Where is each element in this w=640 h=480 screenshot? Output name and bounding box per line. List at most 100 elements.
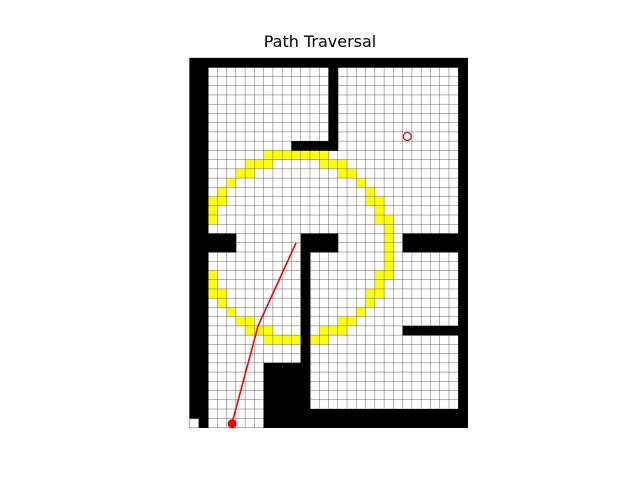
wall-cell	[189, 104, 200, 114]
wall-cell	[263, 362, 274, 373]
wall-cell	[189, 224, 200, 234]
coverage-cell	[365, 288, 376, 299]
wall-cell	[189, 141, 200, 151]
wall-cell	[282, 58, 292, 68]
wall-cell	[300, 418, 311, 428]
wall-cell	[421, 418, 431, 428]
coverage-cell	[208, 215, 218, 225]
wall-cell	[365, 58, 376, 68]
wall-cell	[189, 270, 200, 281]
wall-cell	[198, 261, 209, 271]
wall-cell	[226, 58, 237, 68]
wall-cell	[263, 418, 274, 428]
wall-cell	[439, 418, 450, 428]
wall-cell	[198, 178, 209, 188]
wall-cell	[458, 298, 468, 308]
wall-cell	[458, 233, 468, 244]
wall-cell	[217, 233, 227, 244]
wall-cell	[458, 141, 468, 151]
wall-cell	[198, 418, 209, 428]
wall-cell	[328, 131, 339, 142]
wall-cell	[374, 58, 385, 68]
wall-cell	[198, 325, 209, 336]
wall-cell	[198, 362, 209, 373]
wall-cell	[319, 58, 329, 68]
wall-cell	[189, 85, 200, 96]
wall-cell	[198, 279, 209, 290]
coverage-cell	[282, 335, 292, 345]
wall-cell	[458, 122, 468, 133]
wall-cell	[328, 76, 339, 87]
wall-cell	[458, 85, 468, 96]
coverage-cell	[319, 159, 329, 170]
coverage-cell	[319, 150, 329, 160]
wall-cell	[458, 67, 468, 77]
wall-cell	[458, 150, 468, 161]
wall-cell	[430, 325, 441, 336]
wall-cell	[291, 372, 302, 382]
wall-cell	[458, 159, 468, 170]
wall-cell	[458, 178, 468, 188]
coverage-cell	[263, 325, 274, 336]
wall-cell	[328, 104, 339, 114]
wall-cell	[328, 67, 339, 77]
wall-cell	[458, 113, 468, 124]
wall-cell	[319, 242, 329, 253]
wall-cell	[402, 409, 413, 419]
wall-cell	[189, 251, 200, 262]
wall-cell	[189, 215, 200, 225]
overlay	[227, 131, 412, 429]
wall-cell	[411, 409, 422, 419]
wall-cell	[300, 261, 311, 271]
wall-cell	[282, 372, 292, 382]
wall-cell	[458, 279, 468, 290]
wall-cell	[291, 362, 302, 373]
wall-cell	[402, 233, 413, 244]
wall-cell	[458, 205, 468, 216]
wall-cell	[458, 353, 468, 364]
wall-cell	[189, 279, 200, 290]
coverage-cell	[254, 325, 264, 336]
coverage-cell	[272, 150, 283, 160]
wall-cell	[411, 58, 422, 68]
coverage-cell	[226, 178, 237, 188]
wall-cell	[198, 205, 209, 216]
wall-cell	[411, 325, 422, 336]
wall-cell	[328, 141, 339, 151]
coverage-cell	[272, 335, 283, 345]
wall-cell	[282, 409, 292, 419]
coverage-cell	[384, 233, 394, 243]
coverage-cell	[245, 168, 255, 179]
coverage-cell	[319, 325, 329, 336]
wall-cell	[198, 233, 209, 244]
wall-cell	[198, 353, 209, 364]
coverage-cell	[337, 325, 348, 336]
wall-cell	[300, 279, 311, 290]
wall-cell	[393, 58, 404, 68]
wall-cell	[300, 307, 311, 318]
wall-cell	[198, 76, 209, 87]
coverage-cell	[328, 159, 338, 170]
wall-cell	[458, 418, 468, 428]
wall-cell	[393, 409, 404, 419]
coverage-cell	[245, 316, 255, 327]
wall-cell	[226, 233, 237, 244]
wall-cell	[319, 233, 329, 244]
wall-cell	[411, 418, 422, 428]
wall-cell	[263, 409, 274, 419]
coverage-cell	[263, 335, 274, 345]
wall-cell	[263, 58, 274, 68]
wall-cell	[430, 418, 441, 428]
grid-lines	[189, 57, 468, 428]
wall-cell	[217, 58, 227, 68]
wall-cell	[300, 58, 311, 68]
wall-cell	[458, 94, 468, 105]
wall-cell	[263, 399, 274, 410]
wall-cell	[198, 390, 209, 401]
wall-cell	[458, 187, 468, 197]
wall-cell	[458, 224, 468, 234]
wall-cell	[309, 418, 320, 428]
wall-cell	[384, 58, 394, 68]
coverage-cell	[217, 196, 227, 206]
wall-cell	[291, 381, 302, 391]
